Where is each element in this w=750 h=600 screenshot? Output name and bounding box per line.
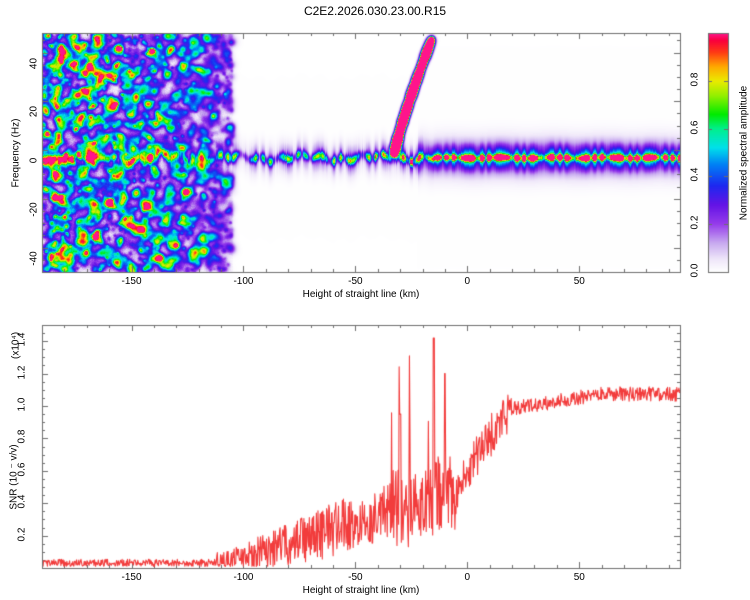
spectrogram-ytick-2: 0 [28, 157, 40, 164]
snr-xtick-3: 0 [464, 572, 471, 583]
snr-xtick-2: -50 [348, 572, 363, 583]
colorbar-tick-3: 0.6 [689, 120, 701, 135]
colorbar-label: Normalized spectral amplitude [738, 85, 750, 220]
snr-y-multiplier: (x10⁴) [10, 331, 22, 359]
spectrogram-ylabel: Frequency (Hz) [10, 118, 22, 187]
snr-ytick-4: 1.0 [16, 397, 28, 412]
spectrogram-xlabel: Height of straight line (km) [302, 289, 420, 300]
spectrogram-xtick-4: 50 [573, 276, 585, 287]
snr-xtick-0: -150 [121, 572, 142, 583]
colorbar-tick-1: 0.2 [689, 215, 701, 230]
snr-ytick-0: 0.2 [16, 527, 28, 542]
snr-ylabel: SNR (10 ⁻ v/v) [8, 443, 20, 510]
snr-xtick-1: -100 [233, 572, 254, 583]
spectrogram-ytick-3: -20 [28, 202, 40, 217]
spectrogram-xtick-0: -150 [121, 276, 142, 287]
colorbar-tick-2: 0.4 [689, 167, 701, 182]
spectrogram-ytick-1: 20 [28, 106, 40, 118]
spectrogram-ytick-4: -40 [28, 250, 40, 266]
spectrogram-xtick-2: -50 [348, 276, 363, 287]
spectrogram-xtick-3: 0 [464, 276, 471, 287]
spectrogram-xtick-1: -100 [233, 276, 254, 287]
snr-xlabel: Height of straight line (km) [302, 585, 420, 596]
snr-xtick-4: 50 [573, 572, 585, 583]
colorbar-tick-0: 0.0 [689, 263, 701, 278]
spectrogram-ytick-0: 40 [28, 57, 40, 69]
snr-ytick-5: 1.2 [16, 365, 28, 380]
colorbar-tick-4: 0.8 [689, 72, 701, 87]
